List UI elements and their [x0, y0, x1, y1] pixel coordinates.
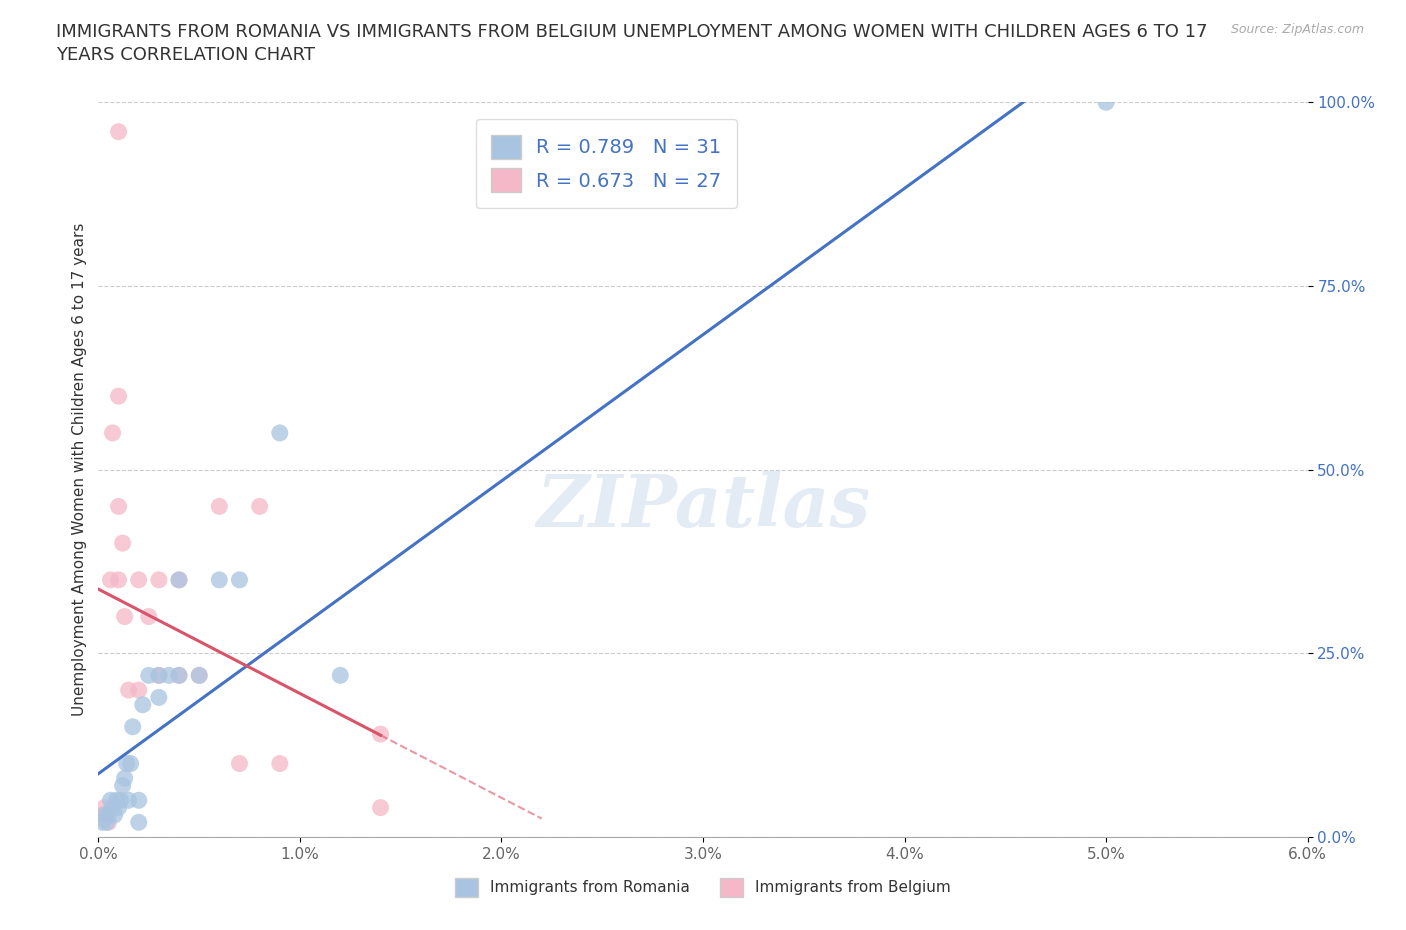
Point — [329, 668, 352, 683]
Text: Source: ZipAtlas.com: Source: ZipAtlas.com — [1230, 23, 1364, 36]
Point — [138, 609, 160, 624]
Point — [120, 756, 142, 771]
Point — [148, 690, 170, 705]
Point — [128, 573, 150, 588]
Point — [93, 800, 115, 815]
Point — [111, 778, 134, 793]
Point — [93, 807, 115, 822]
Point — [1095, 95, 1118, 110]
Point — [167, 668, 190, 683]
Point — [249, 498, 271, 513]
Point — [128, 792, 150, 807]
Point — [188, 668, 211, 683]
Point — [114, 609, 136, 624]
Point — [103, 807, 125, 822]
Point — [105, 792, 128, 807]
Point — [97, 807, 120, 822]
Point — [100, 792, 122, 807]
Point — [148, 573, 170, 588]
Point — [228, 573, 250, 588]
Point — [91, 807, 114, 822]
Point — [107, 498, 129, 513]
Point — [128, 815, 150, 830]
Point — [370, 800, 392, 815]
Point — [101, 800, 124, 815]
Point — [97, 815, 120, 830]
Point — [138, 668, 160, 683]
Point — [115, 756, 138, 771]
Point — [107, 125, 129, 140]
Point — [121, 720, 143, 735]
Point — [107, 800, 129, 815]
Point — [269, 756, 291, 771]
Point — [128, 683, 150, 698]
Point — [167, 668, 190, 683]
Y-axis label: Unemployment Among Women with Children Ages 6 to 17 years: Unemployment Among Women with Children A… — [72, 223, 87, 716]
Text: IMMIGRANTS FROM ROMANIA VS IMMIGRANTS FROM BELGIUM UNEMPLOYMENT AMONG WOMEN WITH: IMMIGRANTS FROM ROMANIA VS IMMIGRANTS FR… — [56, 23, 1208, 41]
Point — [188, 668, 211, 683]
Point — [167, 573, 190, 588]
Point — [208, 573, 231, 588]
Point — [101, 426, 124, 441]
Legend: Immigrants from Romania, Immigrants from Belgium: Immigrants from Romania, Immigrants from… — [449, 872, 957, 903]
Point — [228, 756, 250, 771]
Point — [114, 771, 136, 786]
Point — [107, 573, 129, 588]
Point — [118, 683, 141, 698]
Point — [132, 698, 155, 712]
Point — [110, 792, 132, 807]
Point — [148, 668, 170, 683]
Text: YEARS CORRELATION CHART: YEARS CORRELATION CHART — [56, 46, 315, 64]
Point — [111, 536, 134, 551]
Point — [91, 815, 114, 830]
Point — [107, 389, 129, 404]
Point — [96, 815, 118, 830]
Point — [96, 807, 118, 822]
Point — [157, 668, 180, 683]
Point — [148, 668, 170, 683]
Point — [208, 498, 231, 513]
Point — [370, 726, 392, 741]
Text: ZIPatlas: ZIPatlas — [536, 471, 870, 542]
Point — [167, 573, 190, 588]
Point — [100, 573, 122, 588]
Point — [118, 792, 141, 807]
Point — [269, 426, 291, 441]
